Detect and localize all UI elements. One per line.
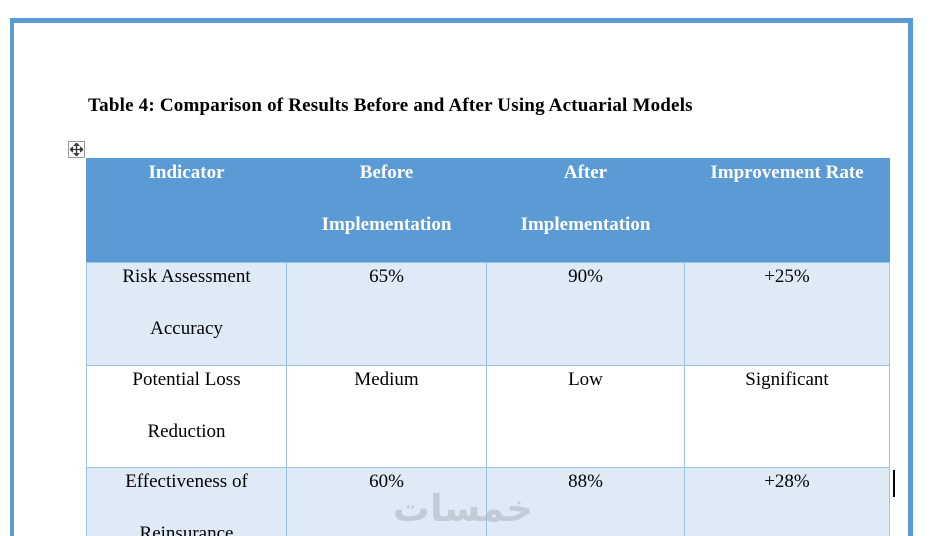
column-header-before-implementation: Before Implementation: [286, 158, 487, 263]
cell-after: 88%: [486, 467, 685, 536]
move-cross-icon: [70, 143, 83, 156]
table-row: Risk Assessment Accuracy 65% 90% +25%: [86, 262, 890, 366]
cell-improvement: Significant: [684, 365, 890, 468]
cell-before: Medium: [286, 365, 487, 468]
cell-indicator: Risk Assessment Accuracy: [86, 262, 287, 366]
cell-before: 65%: [286, 262, 487, 366]
page-border: [10, 18, 913, 536]
column-header-after-implementation: After Implementation: [486, 158, 685, 263]
comparison-table: Indicator Before Implementation After Im…: [86, 158, 890, 536]
table-caption: Table 4: Comparison of Results Before an…: [88, 95, 693, 116]
cell-after: 90%: [486, 262, 685, 366]
table-move-handle[interactable]: [68, 141, 85, 158]
cell-before: 60%: [286, 467, 487, 536]
table-row: Effectiveness of Reinsurance 60% 88% +28…: [86, 467, 890, 536]
cell-indicator: Potential Loss Reduction: [86, 365, 287, 468]
cell-improvement: +28%: [684, 467, 890, 536]
cell-indicator: Effectiveness of Reinsurance: [86, 467, 287, 536]
cell-after: Low: [486, 365, 685, 468]
table-row: Potential Loss Reduction Medium Low Sign…: [86, 365, 890, 468]
text-cursor: [893, 470, 895, 497]
column-header-improvement-rate: Improvement Rate: [684, 158, 890, 263]
column-header-indicator: Indicator: [86, 158, 287, 263]
table-header-row: Indicator Before Implementation After Im…: [86, 158, 890, 263]
cell-improvement: +25%: [684, 262, 890, 366]
